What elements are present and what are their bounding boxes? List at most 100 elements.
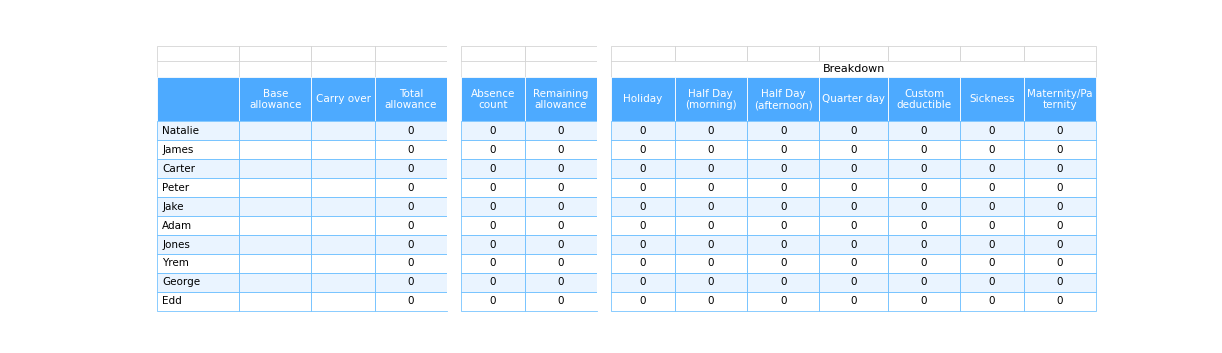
- Bar: [447, 216, 462, 235]
- Bar: [240, 197, 312, 216]
- Text: Custom
deductible: Custom deductible: [897, 89, 952, 110]
- Text: 0: 0: [989, 183, 995, 193]
- Bar: [240, 273, 312, 292]
- Bar: [747, 273, 820, 292]
- Text: 0: 0: [989, 240, 995, 250]
- Bar: [240, 178, 312, 197]
- Bar: [240, 254, 312, 273]
- Bar: [675, 235, 747, 254]
- Bar: [888, 216, 960, 235]
- Bar: [447, 121, 462, 140]
- Text: Maternity/Pa
ternity: Maternity/Pa ternity: [1026, 89, 1092, 110]
- Text: 0: 0: [1057, 164, 1063, 174]
- Bar: [960, 77, 1024, 121]
- Bar: [888, 46, 960, 61]
- Bar: [1024, 216, 1096, 235]
- Bar: [611, 46, 675, 61]
- Bar: [820, 77, 888, 121]
- Bar: [156, 159, 240, 178]
- Text: 0: 0: [639, 240, 646, 250]
- Bar: [888, 61, 960, 77]
- Bar: [375, 216, 447, 235]
- Text: 0: 0: [490, 258, 496, 269]
- Text: 0: 0: [1057, 240, 1063, 250]
- Text: 0: 0: [851, 240, 857, 250]
- Text: 0: 0: [989, 164, 995, 174]
- Bar: [312, 216, 375, 235]
- Text: 0: 0: [557, 126, 565, 136]
- Bar: [524, 46, 598, 61]
- Bar: [1024, 46, 1096, 61]
- Bar: [675, 178, 747, 197]
- Text: Breakdown: Breakdown: [822, 64, 885, 74]
- Bar: [240, 216, 312, 235]
- Bar: [820, 46, 888, 61]
- Bar: [156, 273, 240, 292]
- Text: 0: 0: [557, 258, 565, 269]
- Bar: [1024, 273, 1096, 292]
- Text: 0: 0: [989, 145, 995, 155]
- Bar: [240, 292, 312, 311]
- Text: 0: 0: [851, 145, 857, 155]
- Text: James: James: [163, 145, 193, 155]
- Text: 0: 0: [639, 258, 646, 269]
- Bar: [524, 159, 598, 178]
- Bar: [888, 178, 960, 197]
- Bar: [156, 178, 240, 197]
- Bar: [611, 292, 675, 311]
- Text: Total
allowance: Total allowance: [385, 89, 437, 110]
- Bar: [960, 61, 1024, 77]
- Text: 0: 0: [708, 258, 714, 269]
- Bar: [888, 121, 960, 140]
- Bar: [462, 121, 524, 140]
- Text: 0: 0: [408, 183, 414, 193]
- Text: 0: 0: [989, 297, 995, 306]
- Bar: [312, 140, 375, 159]
- Text: 0: 0: [557, 164, 565, 174]
- Bar: [524, 292, 598, 311]
- Bar: [375, 273, 447, 292]
- Bar: [675, 254, 747, 273]
- Text: Edd: Edd: [163, 297, 182, 306]
- Bar: [524, 273, 598, 292]
- Bar: [447, 273, 462, 292]
- Bar: [960, 235, 1024, 254]
- Bar: [675, 121, 747, 140]
- Text: Yrem: Yrem: [163, 258, 189, 269]
- Bar: [611, 197, 675, 216]
- Text: 0: 0: [408, 297, 414, 306]
- Bar: [675, 61, 747, 77]
- Bar: [1024, 197, 1096, 216]
- Text: 0: 0: [780, 277, 787, 287]
- Bar: [747, 235, 820, 254]
- Bar: [598, 159, 611, 178]
- Bar: [747, 178, 820, 197]
- Text: 0: 0: [708, 202, 714, 211]
- Text: 0: 0: [708, 240, 714, 250]
- Bar: [820, 61, 888, 77]
- Bar: [611, 77, 675, 121]
- Bar: [524, 121, 598, 140]
- Bar: [820, 273, 888, 292]
- Bar: [375, 46, 447, 61]
- Bar: [888, 77, 960, 121]
- Bar: [598, 254, 611, 273]
- Bar: [312, 178, 375, 197]
- Bar: [820, 178, 888, 197]
- Bar: [611, 159, 675, 178]
- Text: 0: 0: [989, 221, 995, 231]
- Bar: [960, 197, 1024, 216]
- Text: Base
allowance: Base allowance: [249, 89, 302, 110]
- Bar: [611, 61, 675, 77]
- Bar: [156, 254, 240, 273]
- Bar: [820, 121, 888, 140]
- Text: 0: 0: [920, 258, 927, 269]
- Text: 0: 0: [780, 221, 787, 231]
- Text: 0: 0: [408, 240, 414, 250]
- Bar: [447, 197, 462, 216]
- Text: 0: 0: [708, 221, 714, 231]
- Text: 0: 0: [920, 145, 927, 155]
- Text: 0: 0: [408, 126, 414, 136]
- Text: 0: 0: [708, 183, 714, 193]
- Bar: [375, 235, 447, 254]
